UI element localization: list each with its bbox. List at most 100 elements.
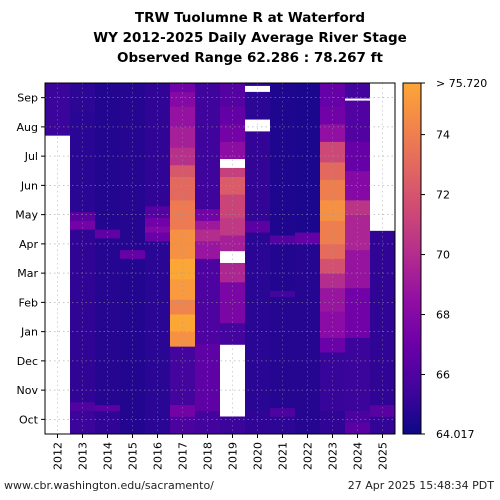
heatmap-cell-2023-10 <box>320 179 346 201</box>
heatmap-cell-2013-1 <box>70 401 96 411</box>
y-tick-label: Apr <box>19 238 39 251</box>
missing-gap-2025-7 <box>370 83 395 231</box>
y-tick-label: Mar <box>17 267 38 280</box>
heatmap-cell-2025-1 <box>370 404 396 417</box>
heatmap-cell-2022-2 <box>295 83 321 233</box>
heatmap-cell-2023-6 <box>320 258 346 274</box>
heatmap-cell-2019-6 <box>220 194 246 218</box>
heatmap-cell-2019-5 <box>220 217 246 236</box>
heatmap-cell-2017-11 <box>170 164 196 177</box>
timestamp: 27 Apr 2025 15:48:34 PDT <box>347 479 494 492</box>
heatmap-cell-2019-7 <box>220 176 246 195</box>
heatmap-cell-2012-0 <box>45 83 71 137</box>
heatmap-cell-2020-3 <box>245 131 271 221</box>
heatmap-cell-2020-2 <box>245 220 271 233</box>
missing-gap-2019-2 <box>220 251 245 263</box>
heatmap-cell-2023-1 <box>320 352 346 411</box>
heatmap-cell-2023-7 <box>320 243 346 259</box>
y-tick-label: Dec <box>17 355 38 368</box>
x-tick-label: 2018 <box>202 442 215 470</box>
y-tick-label: May <box>15 209 38 222</box>
heatmap-cell-2017-4 <box>170 314 196 333</box>
heatmap-cell-2022-1 <box>295 232 321 245</box>
colorbar-tick-label: 74 <box>436 129 450 142</box>
x-tick-label: 2020 <box>252 442 265 470</box>
heatmap-cell-2020-5 <box>245 83 271 87</box>
heatmap-cell-2015-0 <box>120 258 146 435</box>
heatmap-cell-2017-8 <box>170 229 196 259</box>
heatmap-cell-2017-5 <box>170 299 196 315</box>
missing-gap-2024-6 <box>345 98 370 101</box>
colorbar-tick-label: 66 <box>436 369 450 382</box>
heatmap-cell-2020-0 <box>245 410 271 435</box>
colorbar-tick-label: 68 <box>436 309 450 322</box>
heatmap-cell-2024-6 <box>345 200 371 216</box>
heatmap-cell-2021-4 <box>270 243 296 292</box>
heatmap-cell-2017-10 <box>170 176 196 201</box>
heatmap-cell-2017-15 <box>170 91 196 107</box>
source-url: www.cbr.washington.edu/sacramento/ <box>4 479 214 492</box>
heatmap-cell-2024-9 <box>345 100 371 142</box>
heatmap-cell-2015-2 <box>120 83 146 251</box>
heatmap-cell-2013-0 <box>70 410 96 435</box>
heatmap-cell-2019-8 <box>220 167 246 177</box>
y-tick-label: Nov <box>17 384 39 397</box>
heatmap-cell-2023-5 <box>320 273 346 289</box>
x-tick-label: 2019 <box>227 442 240 470</box>
x-tick-label: 2023 <box>327 442 340 470</box>
missing-gap-2012-0 <box>45 135 70 434</box>
y-tick-label: Oct <box>19 413 39 426</box>
heatmap-cell-2014-0 <box>95 410 121 435</box>
heatmap-cell-2019-1 <box>220 322 246 346</box>
heatmap-cell-2019-9 <box>220 141 246 160</box>
heatmap-cell-2023-0 <box>320 410 346 435</box>
heatmap-cell-2016-3 <box>145 217 171 227</box>
heatmap-cell-2024-0 <box>345 422 371 435</box>
heatmap-cell-2023-3 <box>320 311 346 338</box>
x-tick-label: 2022 <box>302 442 315 470</box>
plot-frame <box>44 82 396 435</box>
heatmap-cell-2014-3 <box>95 229 121 239</box>
heatmap-cell-2017-1 <box>170 404 196 417</box>
colorbar-tick-label: > 75.720 <box>436 77 487 90</box>
heatmap-cell-2013-3 <box>70 220 96 230</box>
colorbar-tick-label: 72 <box>436 189 450 202</box>
x-tick-label: 2015 <box>127 442 140 470</box>
heatmap-cell-2019-4 <box>220 235 246 252</box>
heatmap-cell-2016-2 <box>145 226 171 233</box>
heatmap-cell-2013-5 <box>70 112 96 213</box>
heatmap-cell-2018-5 <box>195 220 221 230</box>
heatmap-cell-2016-0 <box>145 240 171 435</box>
heatmap-cell-2017-14 <box>170 106 196 128</box>
heatmap-cell-2013-2 <box>70 229 96 403</box>
heatmap-cell-2013-4 <box>70 211 96 221</box>
heatmap-cell-2024-7 <box>345 170 371 201</box>
heatmap-cell-2019-2 <box>220 281 246 324</box>
y-tick-label: Aug <box>17 121 38 134</box>
x-tick-label: 2013 <box>77 442 90 470</box>
y-tick-label: Jul <box>24 150 38 163</box>
heatmap-cell-2023-15 <box>320 83 346 107</box>
missing-gap-2019-3 <box>220 159 245 168</box>
y-tick-label: Feb <box>19 296 38 309</box>
heatmap-cell-2016-4 <box>145 205 171 218</box>
heatmap-cell-2024-10 <box>345 83 371 99</box>
colorbar <box>402 82 422 435</box>
heatmap-cell-2018-4 <box>195 229 221 242</box>
heatmap-cell-2017-6 <box>170 278 196 300</box>
missing-gap-2020-4 <box>245 119 270 132</box>
heatmap-cell-2017-3 <box>170 331 196 347</box>
chart-range-label: Observed Range 62.286 : 78.267 ft <box>117 50 383 66</box>
heatmap-cell-2021-5 <box>270 235 296 245</box>
x-tick-label: 2016 <box>152 442 165 470</box>
y-tick-label: Jan <box>20 326 38 339</box>
heatmap-cell-2023-11 <box>320 161 346 180</box>
chart-title: TRW Tuolumne R at Waterford <box>134 10 366 26</box>
heatmap-cell-2018-0 <box>195 410 221 435</box>
y-tick-label: Sep <box>17 92 38 105</box>
x-tick-label: 2014 <box>102 442 115 470</box>
x-tick-label: 2025 <box>377 442 390 470</box>
colorbar-tick-label: 70 <box>436 249 450 262</box>
